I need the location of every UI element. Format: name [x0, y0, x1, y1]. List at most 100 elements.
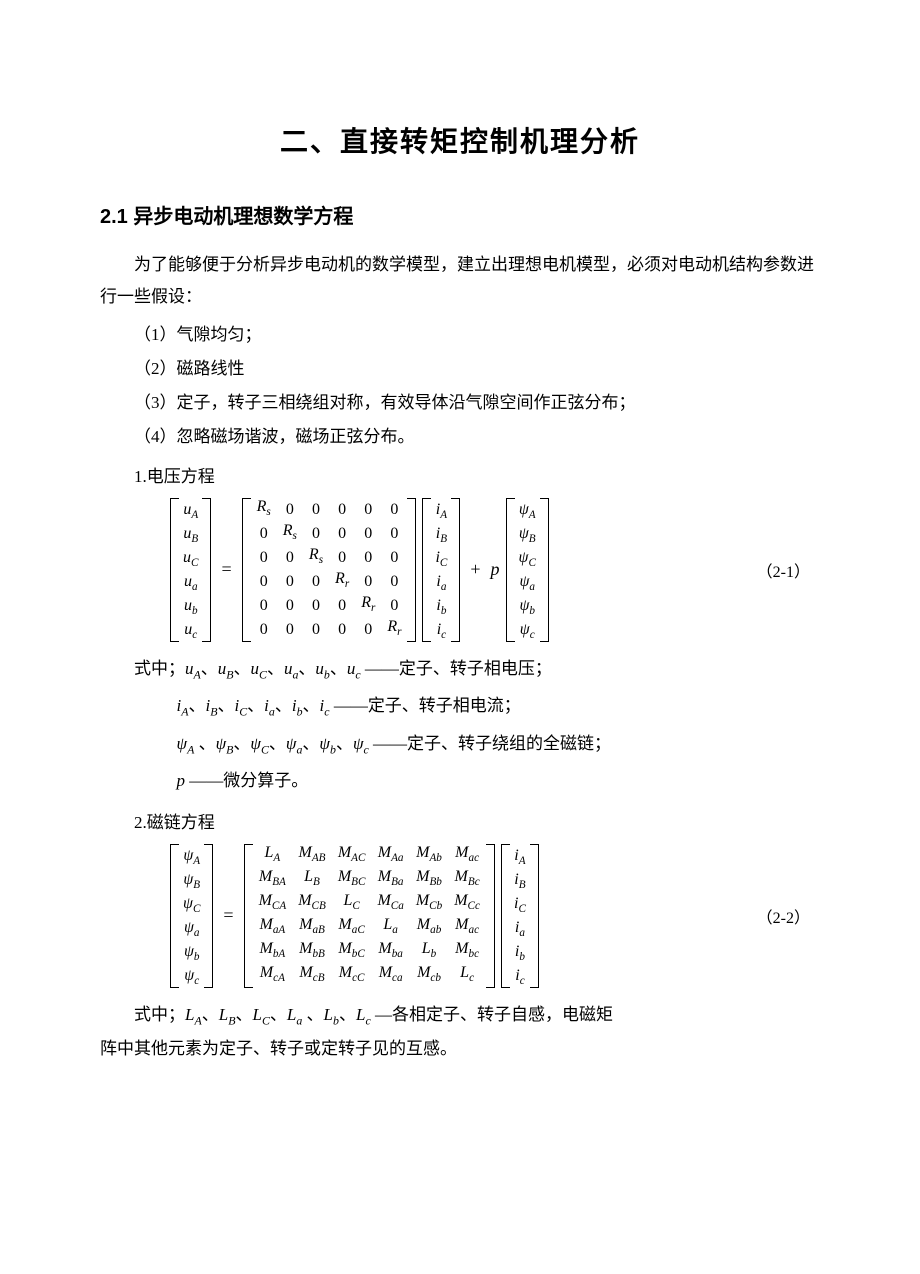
matrix-cell: 0	[277, 570, 303, 594]
vector-cell: ψc	[515, 618, 540, 642]
vector-cell: ic	[510, 964, 530, 988]
eq2-psi-vector: ψAψBψCψaψbψc	[170, 844, 213, 988]
matrix-cell: Lc	[448, 961, 486, 990]
eq1-u-vector: uAuBuCuaubuc	[170, 498, 211, 642]
assumption-1: （1）气隙均匀；	[100, 318, 820, 352]
matrix-cell: Rs	[303, 543, 329, 572]
matrix-cell: 0	[355, 498, 381, 522]
matrix-cell: Rr	[329, 567, 355, 596]
vector-cell: ψB	[179, 868, 204, 892]
vector-cell: iA	[510, 844, 530, 868]
vector-cell: uC	[179, 546, 202, 570]
matrix-cell: Mcb	[410, 961, 448, 990]
matrix-cell: McB	[292, 961, 332, 990]
eq1-label: 1.电压方程	[100, 460, 820, 494]
matrix-cell: 0	[329, 522, 355, 546]
section-heading-2-1: 2.1 异步电动机理想数学方程	[100, 200, 820, 229]
vector-cell: ia	[510, 916, 530, 940]
vector-cell: ψa	[515, 570, 540, 594]
vector-cell: ua	[179, 570, 202, 594]
matrix-cell: 0	[303, 618, 329, 642]
chapter-title: 二、直接转矩控制机理分析	[100, 120, 820, 160]
eq1-where-i: iA、iB、iC、ia、ib、ic ——定子、转子相电流；	[100, 687, 820, 725]
matrix-cell: 0	[303, 522, 329, 546]
eq1-R-matrix: Rs000000Rs000000Rs000000Rr000000Rr000000…	[242, 498, 417, 642]
matrix-cell: 0	[355, 546, 381, 570]
matrix-cell: Rr	[381, 615, 407, 644]
eq1-p: p	[491, 559, 500, 580]
matrix-cell: 0	[381, 522, 407, 546]
matrix-cell: 0	[251, 618, 277, 642]
matrix-cell: 0	[251, 570, 277, 594]
vector-cell: ψC	[515, 546, 540, 570]
matrix-cell: 0	[277, 498, 303, 522]
matrix-cell: 0	[277, 594, 303, 618]
eq1-where-psi: ψA 、ψB、ψC、ψa、ψb、ψc ——定子、转子绕组的全磁链；	[100, 725, 820, 763]
eq2-label: 2.磁链方程	[100, 806, 820, 840]
eq2-L-matrix: LAMABMACMAaMAbMacMBALBMBCMBaMBbMBcMCAMCB…	[244, 844, 495, 988]
eq2-where-tail: 阵中其他元素为定子、转子或定转子见的互感。	[100, 1033, 820, 1065]
vector-cell: ψA	[179, 844, 204, 868]
vector-cell: ψb	[179, 940, 204, 964]
matrix-cell: Rs	[251, 495, 277, 524]
intro-paragraph: 为了能够便于分析异步电动机的数学模型，建立出理想电机模型，必须对电动机结构参数进…	[100, 249, 820, 314]
vector-cell: ic	[431, 618, 451, 642]
vector-cell: ia	[431, 570, 451, 594]
matrix-cell: Mca	[371, 961, 409, 990]
eq2-equals: =	[219, 905, 237, 926]
equation-2-1: uAuBuCuaubuc = Rs000000Rs000000Rs000000R…	[100, 498, 820, 642]
eq1-equals: =	[217, 559, 235, 580]
vector-cell: ψA	[515, 498, 540, 522]
page: 二、直接转矩控制机理分析 2.1 异步电动机理想数学方程 为了能够便于分析异步电…	[0, 0, 920, 1274]
vector-cell: iC	[510, 892, 530, 916]
vector-cell: ψb	[515, 594, 540, 618]
matrix-cell: 0	[329, 546, 355, 570]
matrix-cell: 0	[303, 570, 329, 594]
vector-cell: ψC	[179, 892, 204, 916]
matrix-cell: 0	[303, 594, 329, 618]
eq1-where: 式中；uA、uB、uC、ua、ub、uc ——定子、转子相电压； iA、iB、i…	[100, 650, 820, 800]
matrix-cell: 0	[251, 546, 277, 570]
vector-cell: iB	[510, 868, 530, 892]
matrix-cell: 0	[329, 498, 355, 522]
vector-cell: ib	[431, 594, 451, 618]
matrix-cell: 0	[381, 546, 407, 570]
matrix-cell: 0	[355, 522, 381, 546]
assumption-4: （4）忽略磁场谐波，磁场正弦分布。	[100, 420, 820, 454]
vector-cell: ψB	[515, 522, 540, 546]
vector-cell: iA	[431, 498, 451, 522]
eq1-plus: +	[466, 559, 484, 580]
eq2-i-vector: iAiBiCiaibic	[501, 844, 539, 988]
equation-2-2: ψAψBψCψaψbψc = LAMABMACMAaMAbMacMBALBMBC…	[100, 844, 820, 988]
matrix-cell: Rr	[355, 591, 381, 620]
eq2-where-L: 式中；LA、LB、LC、La 、Lb、Lc —各相定子、转子自感，电磁矩	[100, 996, 820, 1034]
eq1-where-p: p ——微分算子。	[100, 762, 820, 799]
assumption-2: （2）磁路线性	[100, 352, 820, 386]
matrix-cell: 0	[355, 570, 381, 594]
eq1-i-vector: iAiBiCiaibic	[422, 498, 460, 642]
vector-cell: ψa	[179, 916, 204, 940]
assumption-3: （3）定子，转子三相绕组对称，有效导体沿气隙空间作正弦分布；	[100, 386, 820, 420]
eq1-content: uAuBuCuaubuc = Rs000000Rs000000Rs000000R…	[170, 498, 549, 642]
matrix-cell: McC	[332, 961, 372, 990]
matrix-cell: 0	[381, 570, 407, 594]
eq1-psi-vector: ψAψBψCψaψbψc	[506, 498, 549, 642]
matrix-cell: 0	[329, 618, 355, 642]
eq1-number: （2-1）	[757, 558, 820, 582]
vector-cell: iB	[431, 522, 451, 546]
vector-cell: uB	[179, 522, 202, 546]
eq1-where-u: 式中；uA、uB、uC、ua、ub、uc ——定子、转子相电压；	[100, 650, 820, 688]
matrix-cell: 0	[277, 546, 303, 570]
vector-cell: ψc	[179, 964, 204, 988]
vector-cell: uA	[179, 498, 202, 522]
matrix-cell: McA	[253, 961, 293, 990]
eq2-where: 式中；LA、LB、LC、La 、Lb、Lc —各相定子、转子自感，电磁矩	[100, 996, 820, 1034]
matrix-cell: Rs	[277, 519, 303, 548]
vector-cell: iC	[431, 546, 451, 570]
matrix-cell: 0	[381, 498, 407, 522]
matrix-cell: 0	[277, 618, 303, 642]
matrix-cell: 0	[329, 594, 355, 618]
matrix-cell: 0	[251, 594, 277, 618]
matrix-cell: 0	[355, 618, 381, 642]
matrix-cell: 0	[381, 594, 407, 618]
